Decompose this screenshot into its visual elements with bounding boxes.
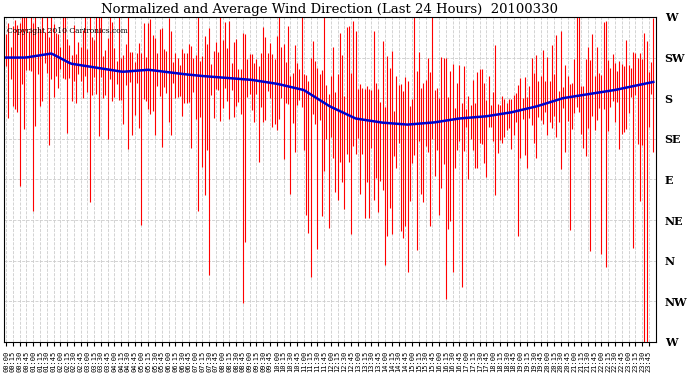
Title: Normalized and Average Wind Direction (Last 24 Hours)  20100330: Normalized and Average Wind Direction (L… (101, 3, 558, 16)
Text: Copyright 2010 Cartronics.com: Copyright 2010 Cartronics.com (7, 27, 128, 35)
